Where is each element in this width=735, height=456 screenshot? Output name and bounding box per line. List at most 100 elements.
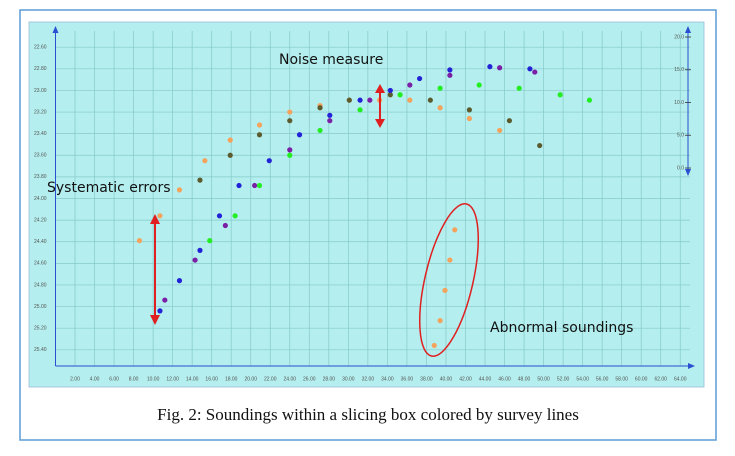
- sounding: [527, 66, 533, 72]
- sounding: [157, 308, 163, 314]
- sounding: [216, 213, 223, 219]
- y-tick-label: 23.60: [34, 153, 47, 159]
- annotation: Abnormal soundings: [490, 320, 633, 336]
- sounding: [407, 82, 413, 88]
- sounding: [256, 122, 263, 128]
- x-tick-label: 58.00: [615, 376, 628, 382]
- x-tick-label: 34.00: [381, 376, 394, 382]
- sounding: [427, 97, 433, 103]
- axis-arrow: [685, 26, 691, 33]
- sounding: [136, 238, 143, 244]
- sounding: [397, 92, 403, 98]
- x-tick-label: 24.00: [284, 376, 297, 382]
- x-tick-label: 64.00: [674, 376, 687, 382]
- abnormal-ellipse: [419, 203, 479, 357]
- y2-tick-label: 5.0: [677, 133, 684, 139]
- sounding: [256, 132, 263, 138]
- x-tick-label: 26.00: [303, 376, 316, 382]
- y-tick-label: 25.20: [34, 326, 47, 332]
- y-tick-label: 23.40: [34, 131, 47, 137]
- sounding: [387, 92, 393, 98]
- caption: Fig. 2: Soundings within a slicing box c…: [157, 405, 579, 424]
- axis-arrow: [688, 363, 695, 369]
- y-tick-label: 23.20: [34, 109, 47, 115]
- x-tick-label: 16.00: [205, 376, 218, 382]
- sounding: [317, 105, 323, 111]
- sounding: [497, 65, 503, 71]
- x-tick-label: 48.00: [518, 376, 531, 382]
- sounding: [466, 107, 472, 113]
- sounding: [497, 127, 503, 134]
- axis-arrow: [685, 169, 691, 176]
- sounding: [437, 318, 443, 324]
- sounding: [447, 257, 453, 263]
- sounding: [287, 152, 293, 158]
- sounding: [197, 177, 203, 183]
- x-tick-label: 62.00: [654, 376, 667, 382]
- sounding: [437, 105, 443, 111]
- arrow-head: [150, 214, 160, 224]
- x-tick-label: 56.00: [596, 376, 609, 382]
- sounding: [252, 182, 258, 189]
- sounding: [317, 127, 323, 134]
- x-tick-label: 8.00: [129, 376, 139, 382]
- sounding: [557, 92, 563, 98]
- sounding: [367, 97, 373, 103]
- sounding: [346, 97, 352, 103]
- x-tick-label: 20.00: [244, 376, 257, 382]
- y-tick-label: 24.80: [34, 282, 47, 288]
- y-tick-label: 24.60: [34, 261, 47, 267]
- x-tick-label: 46.00: [498, 376, 511, 382]
- sounding: [227, 152, 233, 158]
- x-tick-label: 14.00: [186, 376, 199, 382]
- sounding: [537, 142, 543, 149]
- y-tick-label: 23.00: [34, 88, 47, 94]
- x-tick-label: 4.00: [90, 376, 100, 382]
- sounding: [442, 287, 448, 293]
- sounding: [447, 67, 453, 73]
- sounding: [327, 118, 333, 124]
- sounding: [387, 87, 393, 94]
- x-tick-label: 30.00: [342, 376, 355, 382]
- y-tick-label: 22.80: [34, 66, 47, 72]
- sounding: [232, 213, 238, 219]
- sounding: [466, 115, 472, 122]
- axis-arrow: [52, 26, 59, 33]
- arrow-head: [375, 84, 385, 93]
- sounding: [266, 158, 272, 164]
- sounding: [207, 238, 213, 244]
- x-tick-label: 10.00: [147, 376, 160, 382]
- sounding: [452, 227, 458, 233]
- x-tick-label: 2.00: [70, 376, 80, 382]
- x-tick-label: 22.00: [264, 376, 277, 382]
- y-tick-label: 24.20: [34, 217, 47, 223]
- y-tick-label: 24.40: [34, 239, 47, 245]
- x-tick-label: 36.00: [401, 376, 414, 382]
- x-tick-label: 40.00: [440, 376, 453, 382]
- y-tick-label: 22.60: [34, 45, 47, 51]
- sounding: [287, 147, 293, 153]
- x-tick-label: 52.00: [557, 376, 570, 382]
- plot: 22.60 22.80 23.00 23.20 23.40 23.60 23.80 24.00…: [34, 26, 695, 382]
- x-tick-label: 6.00: [109, 376, 119, 382]
- x-tick-label: 50.00: [537, 376, 550, 382]
- arrow-head: [150, 315, 160, 325]
- sounding: [447, 72, 453, 78]
- y2-tick-label: 15.0: [674, 67, 684, 73]
- sounding: [256, 182, 263, 189]
- annotation: Noise measure: [279, 52, 383, 68]
- arrow-head: [375, 119, 385, 128]
- sounding: [476, 82, 482, 88]
- x-tick-label: 54.00: [576, 376, 589, 382]
- sounding: [222, 222, 228, 229]
- y2-tick-label: 10.0: [674, 100, 684, 106]
- sounding: [487, 64, 493, 70]
- sounding: [162, 297, 168, 303]
- sounding: [287, 118, 293, 124]
- y-tick-label: 25.00: [34, 304, 47, 310]
- sounding: [437, 85, 443, 91]
- sounding: [532, 69, 538, 75]
- sounding: [506, 118, 513, 124]
- sounding: [357, 107, 363, 113]
